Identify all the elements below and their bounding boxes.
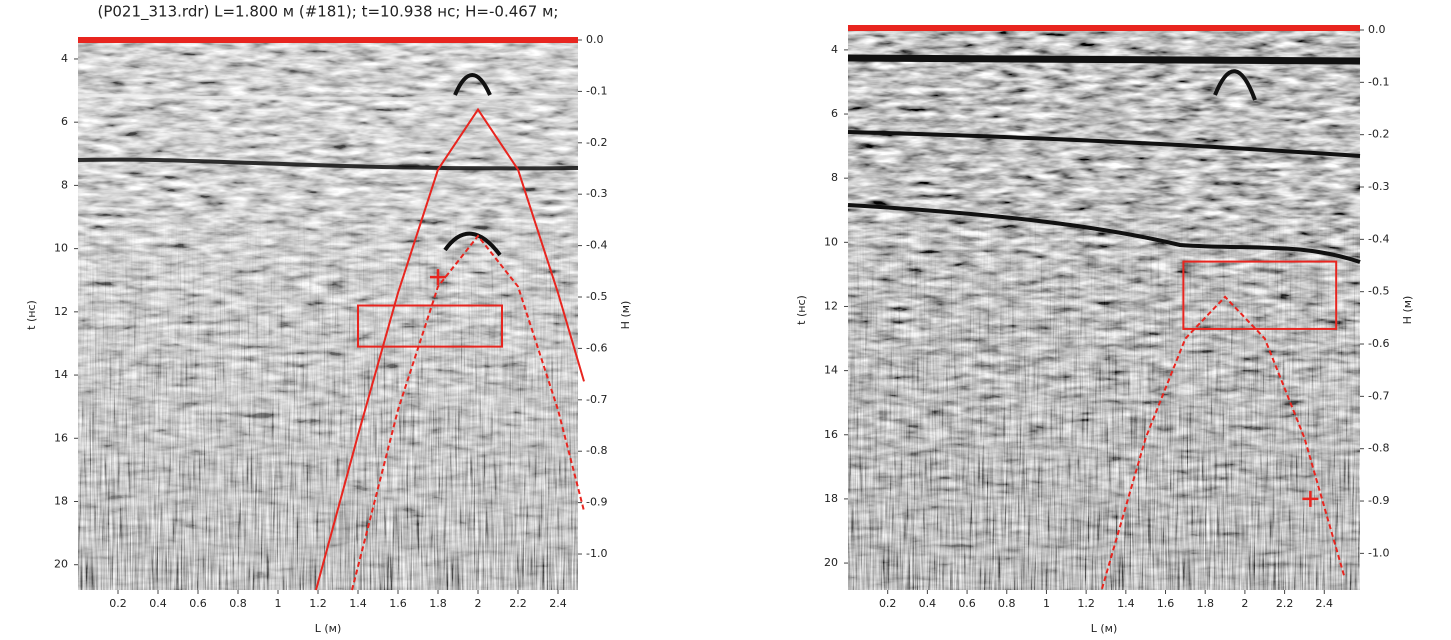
surface-bar (848, 25, 1360, 31)
y2-tick-label: -0.2 (1368, 128, 1389, 141)
y2-tick-label: -0.1 (1368, 75, 1389, 88)
x-tick-label: 1 (275, 597, 282, 610)
y-axis-label: t (нс) (25, 300, 38, 330)
y-tick-label: 4 (61, 52, 68, 65)
y-tick-label: 12 (54, 305, 68, 318)
y-tick-label: 8 (61, 178, 68, 191)
hyperbola (1101, 295, 1346, 589)
cursor-cross (1302, 490, 1319, 507)
x-tick-label: 2 (475, 597, 482, 610)
y-tick-label: 14 (54, 368, 68, 381)
x-tick-label: 0.6 (958, 597, 976, 610)
x-tick-label: 1.8 (1196, 597, 1214, 610)
y2-tick-label: -0.9 (1368, 494, 1389, 507)
y-tick-label: 16 (54, 431, 68, 444)
hyperbola (315, 107, 585, 591)
x-tick-label: 0.8 (229, 597, 247, 610)
y-tick-label: 18 (54, 494, 68, 507)
x-tick-label: 2.2 (509, 597, 527, 610)
y-tick-label: 6 (61, 115, 68, 128)
hyperbola (351, 234, 585, 591)
x-axis-label: L (м) (315, 622, 342, 635)
y2-tick-label: -0.4 (1368, 232, 1389, 245)
y-tick-label: 12 (824, 299, 838, 312)
selection-box (1182, 260, 1338, 330)
y2-tick-label: -0.7 (1368, 389, 1389, 402)
y2-tick-label: -0.6 (1368, 337, 1389, 350)
x-tick-label: 1.8 (429, 597, 447, 610)
cursor-cross (430, 269, 446, 286)
x-tick-label: 0.4 (919, 597, 937, 610)
y2-tick-label: -0.2 (586, 136, 607, 149)
y-tick-label: 8 (831, 171, 838, 184)
x-axis-label: L (м) (1091, 622, 1118, 635)
y-tick-label: 20 (54, 558, 68, 571)
y2-tick-label: -0.1 (586, 84, 607, 97)
y2-tick-label: -0.7 (586, 393, 607, 406)
x-tick-label: 1.4 (1117, 597, 1135, 610)
y2-tick-label: -0.8 (1368, 442, 1389, 455)
radargram-image (77, 30, 1361, 590)
y-axis-label: t (нс) (795, 295, 808, 325)
y2-tick-label: -1.0 (586, 547, 607, 560)
x-tick-label: 2.4 (1316, 597, 1334, 610)
y2-tick-label: -0.4 (586, 239, 607, 252)
x-tick-label: 1.4 (349, 597, 367, 610)
x-tick-label: 0.2 (109, 597, 127, 610)
x-tick-label: 1.6 (1157, 597, 1175, 610)
y-tick-label: 18 (824, 492, 838, 505)
x-tick-label: 2 (1241, 597, 1248, 610)
y-tick-label: 14 (824, 364, 838, 377)
y2-tick-label: -0.3 (586, 187, 607, 200)
y2-tick-label: -0.6 (586, 341, 607, 354)
x-tick-label: 1.2 (1077, 597, 1095, 610)
y2-tick-label: 0.0 (1368, 23, 1386, 36)
x-tick-label: 0.4 (149, 597, 167, 610)
y2-tick-label: -0.5 (586, 290, 607, 303)
y-tick-label: 10 (824, 235, 838, 248)
y2-tick-label: -0.8 (586, 444, 607, 457)
y2-tick-label: -0.9 (586, 496, 607, 509)
x-tick-label: 2.4 (549, 597, 567, 610)
x-tick-label: 1.6 (389, 597, 407, 610)
y-tick-label: 10 (54, 242, 68, 255)
y2-axis-label: H (м) (1401, 296, 1414, 325)
y2-tick-label: -0.3 (1368, 180, 1389, 193)
x-tick-label: 1.2 (309, 597, 327, 610)
x-tick-label: 0.6 (189, 597, 207, 610)
x-tick-label: 0.8 (998, 597, 1016, 610)
y2-tick-label: -1.0 (1368, 546, 1389, 559)
y-tick-label: 6 (831, 107, 838, 120)
x-tick-label: 1 (1043, 597, 1050, 610)
surface-bar (78, 37, 578, 43)
x-tick-label: 0.2 (879, 597, 897, 610)
y2-axis-label: H (м) (619, 301, 632, 330)
y-tick-label: 4 (831, 43, 838, 56)
selection-box (357, 304, 503, 348)
x-tick-label: 2.2 (1276, 597, 1294, 610)
y2-tick-label: -0.5 (1368, 285, 1389, 298)
y-tick-label: 20 (824, 556, 838, 569)
chart-title: (P021_313.rdr) L=1.800 м (#181); t=10.93… (97, 3, 558, 22)
y-tick-label: 16 (824, 428, 838, 441)
y2-tick-label: 0.0 (586, 33, 604, 46)
